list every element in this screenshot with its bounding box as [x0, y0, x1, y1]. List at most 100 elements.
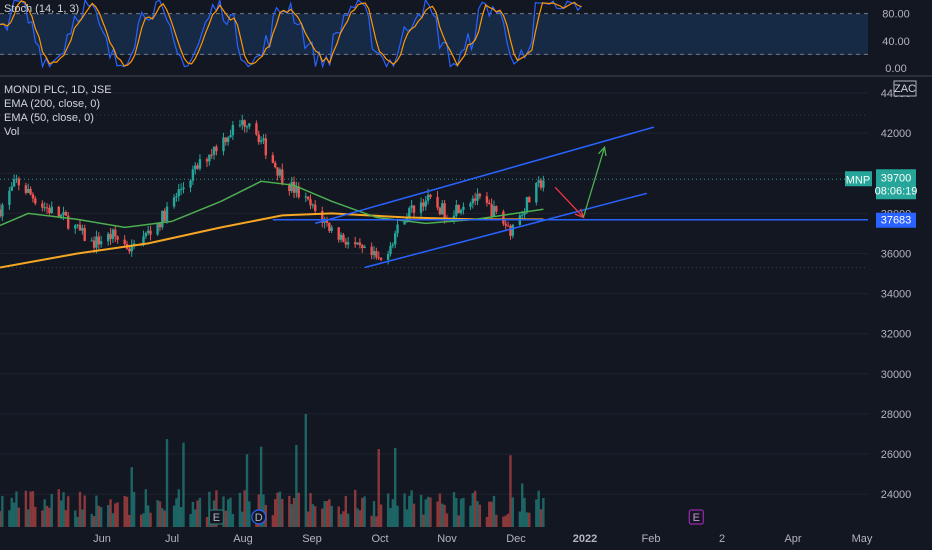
volume-bar	[391, 499, 395, 527]
candle-body	[452, 215, 456, 220]
down-arrow-head	[574, 208, 585, 219]
volume-bar	[208, 491, 211, 527]
volume-bar	[372, 501, 376, 527]
candle-body	[1, 204, 4, 217]
candle-body	[344, 241, 347, 245]
time-tick-label: Dec	[506, 533, 526, 545]
price-tick-label: 26000	[881, 449, 912, 461]
volume-bar	[8, 510, 11, 527]
volume-bar	[111, 513, 115, 527]
candle-body	[50, 206, 53, 214]
volume-bar	[245, 454, 249, 527]
candle-body	[495, 206, 498, 212]
volume-bar	[358, 510, 362, 527]
candle-body	[31, 194, 35, 199]
candle-body	[163, 210, 166, 222]
candle-body	[321, 210, 324, 223]
volume-bar	[353, 489, 357, 527]
candle-body	[146, 230, 150, 233]
volume-bar	[271, 515, 275, 527]
volume-bar	[27, 509, 30, 527]
stochastic-k-line	[0, 0, 582, 69]
candle-body	[410, 205, 413, 209]
candle-body	[229, 135, 232, 138]
candle-body	[311, 204, 315, 206]
volume-bar	[175, 498, 178, 527]
volume-bar	[290, 504, 293, 527]
volume-bar	[535, 499, 538, 527]
volume-bar	[337, 506, 340, 527]
candle-body	[422, 202, 425, 207]
time-tick-label: 2	[719, 533, 725, 545]
ticker-tag	[845, 171, 872, 187]
time-tick-label: Feb	[642, 533, 661, 545]
volume-bar	[542, 498, 545, 527]
volume-bar	[288, 495, 291, 527]
candle-body	[67, 215, 70, 229]
volume-bar	[67, 496, 70, 527]
volume-bar	[90, 513, 93, 527]
candle-body	[379, 258, 383, 260]
candle-body	[24, 185, 28, 193]
volume-bar	[495, 514, 498, 527]
volume-bar	[165, 439, 169, 527]
candle-body	[114, 229, 117, 237]
volume-bar	[339, 514, 343, 527]
candle-body	[262, 138, 265, 141]
volume-bar	[429, 497, 432, 527]
volume-bar	[377, 449, 380, 527]
stochastic-pane[interactable]: 80.00 40.00 0.00 Stoch (14, 1, 3)	[0, 0, 910, 75]
volume-bar	[309, 493, 312, 527]
time-tick-label: Oct	[371, 533, 388, 545]
legend: MONDI PLC, 1D, JSE EMA (200, close, 0) E…	[4, 84, 112, 138]
volume-bar	[410, 490, 413, 527]
volume-bar	[274, 499, 277, 527]
candle-body	[537, 180, 540, 183]
earnings-marker	[688, 509, 704, 525]
volume-bar	[295, 444, 298, 527]
volume-bar	[34, 506, 37, 527]
price-tick-label: 36000	[881, 248, 912, 260]
volume-bar	[95, 495, 98, 527]
drawings[interactable]	[0, 126, 868, 269]
stochastic-lines	[0, 0, 582, 69]
candle-body	[523, 212, 526, 215]
candle-body	[92, 240, 96, 248]
candle-body	[57, 206, 61, 217]
symbol-title: MONDI PLC, 1D, JSE	[4, 84, 112, 96]
volume-bar	[191, 501, 195, 527]
volume-bar	[502, 516, 505, 527]
candle-body	[255, 123, 258, 135]
stochastic-axis: 80.00 40.00 0.00	[0, 9, 910, 75]
volume-bar	[0, 511, 2, 527]
volume-bar	[31, 491, 35, 527]
volume-bar	[412, 503, 416, 527]
candle-body	[490, 204, 493, 217]
currency-badge[interactable]: ZAC	[893, 80, 917, 97]
volume-bar	[304, 414, 307, 527]
volume-bar	[229, 497, 232, 527]
volume-bar	[281, 499, 284, 527]
ema50-legend: EMA (50, close, 0)	[4, 112, 94, 124]
candle-body	[245, 126, 249, 128]
candle-body	[0, 209, 2, 217]
volume-bar	[330, 505, 333, 527]
time-axis[interactable]: Jun Jul Aug Sep Oct Nov Dec 2022 Feb 2 Apr May	[93, 533, 873, 545]
volume-bar	[276, 492, 279, 527]
candle-body	[191, 169, 195, 181]
volume-bar	[74, 510, 77, 527]
event-marker-label: E	[693, 512, 700, 524]
volume-bar	[462, 497, 465, 527]
volume-bar	[408, 495, 411, 527]
candle-body	[361, 245, 364, 248]
volume-bar	[116, 502, 119, 527]
volume-bar	[24, 490, 28, 527]
volume-bar	[142, 513, 145, 527]
volume-bar	[156, 500, 159, 527]
volume-bar	[12, 502, 16, 527]
candle-body	[74, 225, 77, 229]
ticker-tag-text: MNP	[846, 174, 870, 186]
volume-bar	[386, 493, 390, 527]
